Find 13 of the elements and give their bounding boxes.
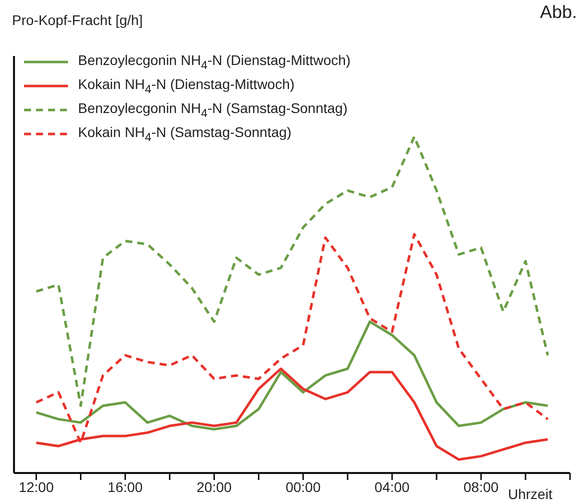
x-tick-label: 04:00 [374,478,410,495]
x-tick-label: 12:00 [18,478,54,495]
x-tick-label: 20:00 [196,478,232,495]
x-axis-title: Uhrzeit [508,486,552,502]
legend-label: Kokain NH$_{4}$-N (Samstag-Sonntag) [78,124,292,144]
x-tick-label: 08:00 [464,478,499,495]
x-tick-label: 00:00 [286,478,321,495]
text: Pro-Kopf-Fracht [g/h] [12,12,143,28]
x-tick-label: 16:00 [108,478,143,495]
text: Abb. [540,2,577,23]
legend-label: Benzoylecgonin NH$_{4}$-N (Dienstag-Mittwoch) [78,52,351,72]
legend-label: Kokain NH$_{4}$-N (Dienstag-Mittwoch) [78,76,295,96]
legend-label: Benzoylecgonin NH$_{4}$-N (Samstag-Sonntag) [78,100,348,120]
